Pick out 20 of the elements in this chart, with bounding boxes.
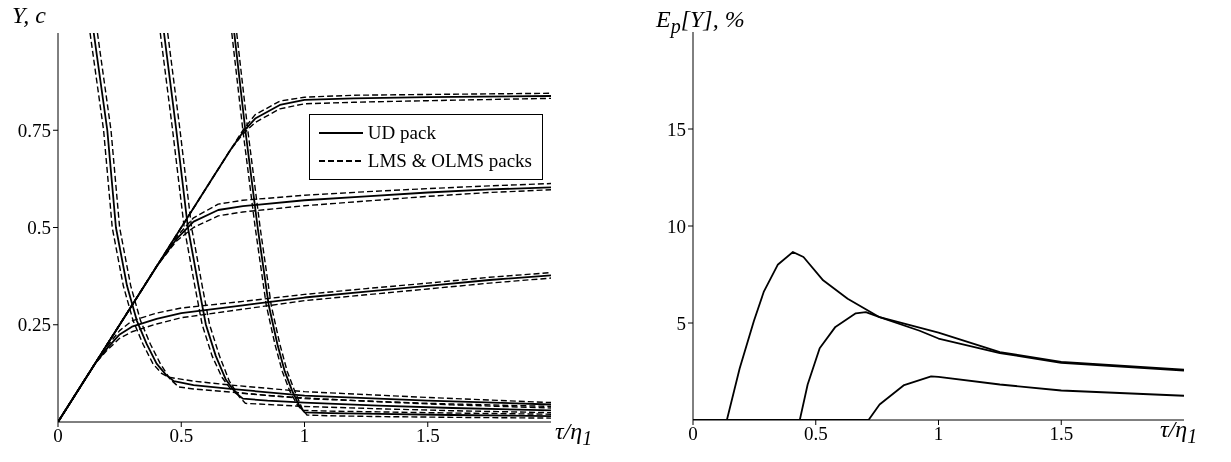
y-tick-label: 5 [676,312,686,334]
y-tick-label: 15 [667,118,686,140]
x-tick-label: 0.5 [169,425,194,447]
y-tick-label: 10 [667,215,686,237]
y-tick-label: 0.5 [27,217,51,239]
x-axis-title: τ/η$_{1}$ [1160,416,1198,448]
x-tick-label: 0 [53,425,63,447]
x-axis-title: τ/η$_{1}$ [555,418,593,450]
y-axis-title: E$_{p}$[Y], % [656,6,745,38]
x-tick-label: 1.5 [415,425,440,447]
legend-label: LMS & OLMS packs [367,149,532,173]
x-tick-label: 1 [933,423,944,445]
y-tick-label: 0.25 [17,314,51,336]
x-tick-label: 1 [299,425,310,447]
legend-label: UD pack [367,121,436,145]
x-tick-label: 0.5 [803,423,828,445]
y-tick-label: 0.75 [17,119,51,141]
x-tick-label: 1.5 [1049,423,1074,445]
x-tick-label: 0 [688,423,698,445]
y-axis-title: Y, c [12,2,46,29]
